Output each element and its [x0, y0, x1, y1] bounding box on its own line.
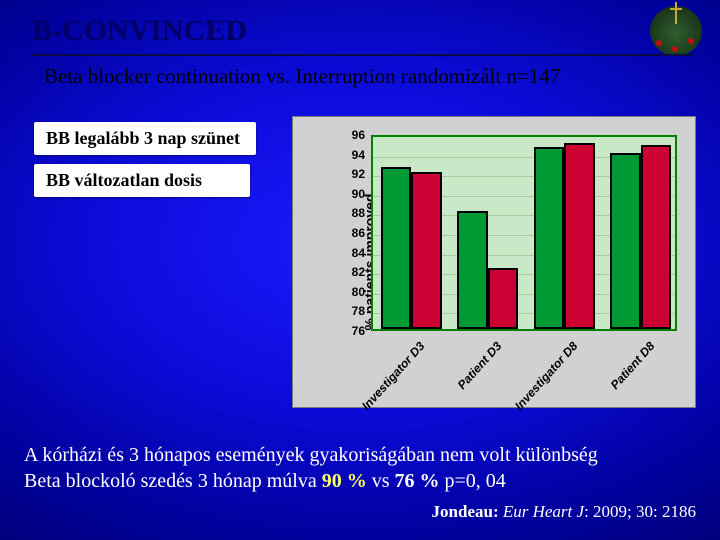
chart-bar: [610, 153, 641, 329]
footer-line-1: A kórházi és 3 hónapos események gyakori…: [24, 444, 700, 467]
page-title: B-CONVINCED: [32, 14, 247, 48]
chart-bar: [641, 145, 672, 329]
citation-rest: : 2009; 30: 2186: [584, 502, 696, 521]
citation: Jondeau: Eur Heart J: 2009; 30: 2186: [432, 502, 696, 522]
chart-xlabel: Investigator D8: [497, 339, 581, 430]
berry-icon: [656, 40, 662, 46]
chart-bar: [457, 211, 488, 329]
chart-ytick: 92: [341, 167, 365, 181]
chart-ytick: 96: [341, 128, 365, 142]
subtitle: Beta blocker continuation vs. Interrupti…: [44, 64, 560, 89]
chart-plot-area: [371, 135, 677, 331]
chart-card: % patients improved 76788082848688909294…: [292, 116, 696, 408]
footer-line-2-post: p=0, 04: [440, 470, 506, 492]
citation-author: Jondeau:: [432, 502, 503, 521]
chart-ytick: 80: [341, 285, 365, 299]
chart-ytick: 88: [341, 206, 365, 220]
footer-line-2: Beta blockoló szedés 3 hónap múlva 90 % …: [24, 470, 700, 493]
chart-bar: [411, 172, 442, 329]
berry-icon: [688, 38, 694, 44]
chart-ytick: 84: [341, 246, 365, 260]
chart-xlabel: Investigator D3: [344, 339, 428, 430]
legend-pill-continuation: BB változatlan dosis: [34, 164, 250, 197]
chart-bar: [381, 167, 412, 329]
berry-icon: [672, 46, 678, 52]
cross-icon: [670, 2, 682, 24]
footer-highlight-a: 90 %: [322, 470, 367, 492]
chart-ytick: 90: [341, 187, 365, 201]
chart-bar: [534, 147, 565, 329]
chart-ytick: 76: [341, 324, 365, 338]
chart-bar: [488, 268, 519, 329]
citation-source: Eur Heart J: [503, 502, 584, 521]
chart-ytick: 82: [341, 265, 365, 279]
chart-bar: [564, 143, 595, 329]
chart-ytick: 94: [341, 148, 365, 162]
chart-xlabel: Patient D3: [420, 339, 504, 430]
footer-line-2-mid: vs: [367, 470, 395, 492]
chart-ytick: 78: [341, 304, 365, 318]
legend-pill-interruption: BB legalább 3 nap szünet: [34, 122, 256, 155]
ornament-crest: [650, 6, 702, 56]
chart-xlabel: Patient D8: [573, 339, 657, 430]
footer-line-2-pre: Beta blockoló szedés 3 hónap múlva: [24, 470, 322, 492]
title-rule: [32, 54, 694, 56]
chart-ytick: 86: [341, 226, 365, 240]
footer-highlight-b: 76 %: [395, 470, 440, 492]
